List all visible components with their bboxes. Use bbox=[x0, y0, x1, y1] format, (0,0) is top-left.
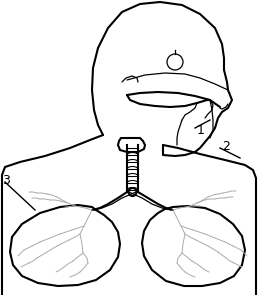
Circle shape bbox=[128, 188, 136, 196]
Polygon shape bbox=[142, 206, 245, 286]
Text: 2: 2 bbox=[222, 140, 230, 153]
Polygon shape bbox=[118, 138, 145, 152]
Text: 1: 1 bbox=[197, 124, 205, 137]
Polygon shape bbox=[10, 205, 120, 286]
Text: 3: 3 bbox=[2, 173, 10, 186]
